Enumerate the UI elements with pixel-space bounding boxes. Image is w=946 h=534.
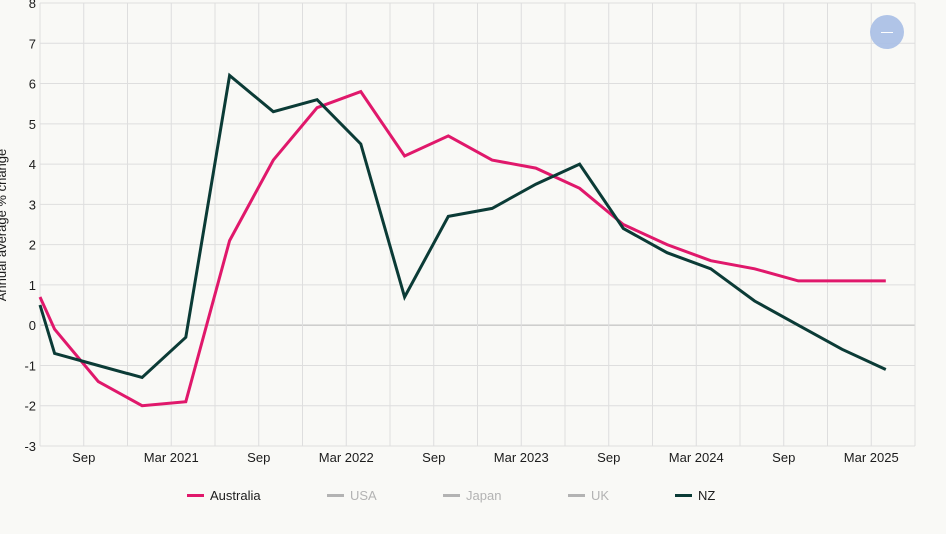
x-tick-label: Mar 2021 — [144, 450, 199, 465]
y-tick-label: 4 — [29, 157, 36, 172]
legend-swatch — [675, 494, 692, 497]
y-tick-label: -2 — [24, 399, 36, 414]
grid — [39, 2, 916, 447]
y-tick-label: 6 — [29, 77, 36, 92]
x-tick-label: Sep — [72, 450, 95, 465]
y-tick-label: 1 — [29, 278, 36, 293]
legend-swatch — [568, 494, 585, 497]
y-axis-label: Annual average % change — [0, 149, 9, 302]
x-tick-label: Mar 2025 — [844, 450, 899, 465]
y-tick-label: 3 — [29, 197, 36, 212]
series-line-nz — [38, 72, 887, 380]
x-tick-label: Mar 2022 — [319, 450, 374, 465]
axes: -3 -2 -1 0 1 2 3 4 5 6 7 8 Sep Mar 2021 Sep Mar 2022 Sep… — [24, 0, 898, 465]
legend-swatch — [187, 494, 204, 497]
legend-item-nz[interactable]: NZ — [675, 488, 715, 503]
x-tick-label: Sep — [422, 450, 445, 465]
legend-label: NZ — [698, 488, 716, 503]
x-tick-label: Sep — [597, 450, 620, 465]
legend-item-japan[interactable]: Japan — [443, 488, 501, 503]
legend-label: Australia — [210, 488, 261, 503]
series-lines — [38, 72, 887, 408]
y-tick-label: 7 — [29, 36, 36, 51]
legend-swatch — [443, 494, 460, 497]
x-tick-label: Mar 2023 — [494, 450, 549, 465]
legend-swatch — [327, 494, 344, 497]
zoom-out-button[interactable] — [870, 15, 904, 49]
x-tick-label: Sep — [772, 450, 795, 465]
legend-item-usa[interactable]: USA — [327, 488, 377, 503]
legend-item-australia[interactable]: Australia — [187, 488, 261, 503]
minus-icon — [881, 31, 893, 33]
y-tick-label: -1 — [24, 358, 36, 373]
y-tick-label: 8 — [29, 0, 36, 11]
y-tick-label: 5 — [29, 117, 36, 132]
legend-label: UK — [591, 488, 610, 503]
legend: Australia USA Japan UK NZ — [0, 488, 946, 508]
line-chart: -3 -2 -1 0 1 2 3 4 5 6 7 8 Sep Mar 2021 Sep Mar 2022 Sep… — [0, 0, 916, 465]
y-tick-label: 2 — [29, 238, 36, 253]
x-tick-label: Sep — [247, 450, 270, 465]
series-line-australia — [38, 89, 886, 408]
y-tick-label: -3 — [24, 439, 36, 454]
x-tick-label: Mar 2024 — [669, 450, 724, 465]
legend-item-uk[interactable]: UK — [568, 488, 609, 503]
y-tick-label: 0 — [29, 318, 36, 333]
legend-label: USA — [350, 488, 377, 503]
legend-label: Japan — [466, 488, 502, 503]
